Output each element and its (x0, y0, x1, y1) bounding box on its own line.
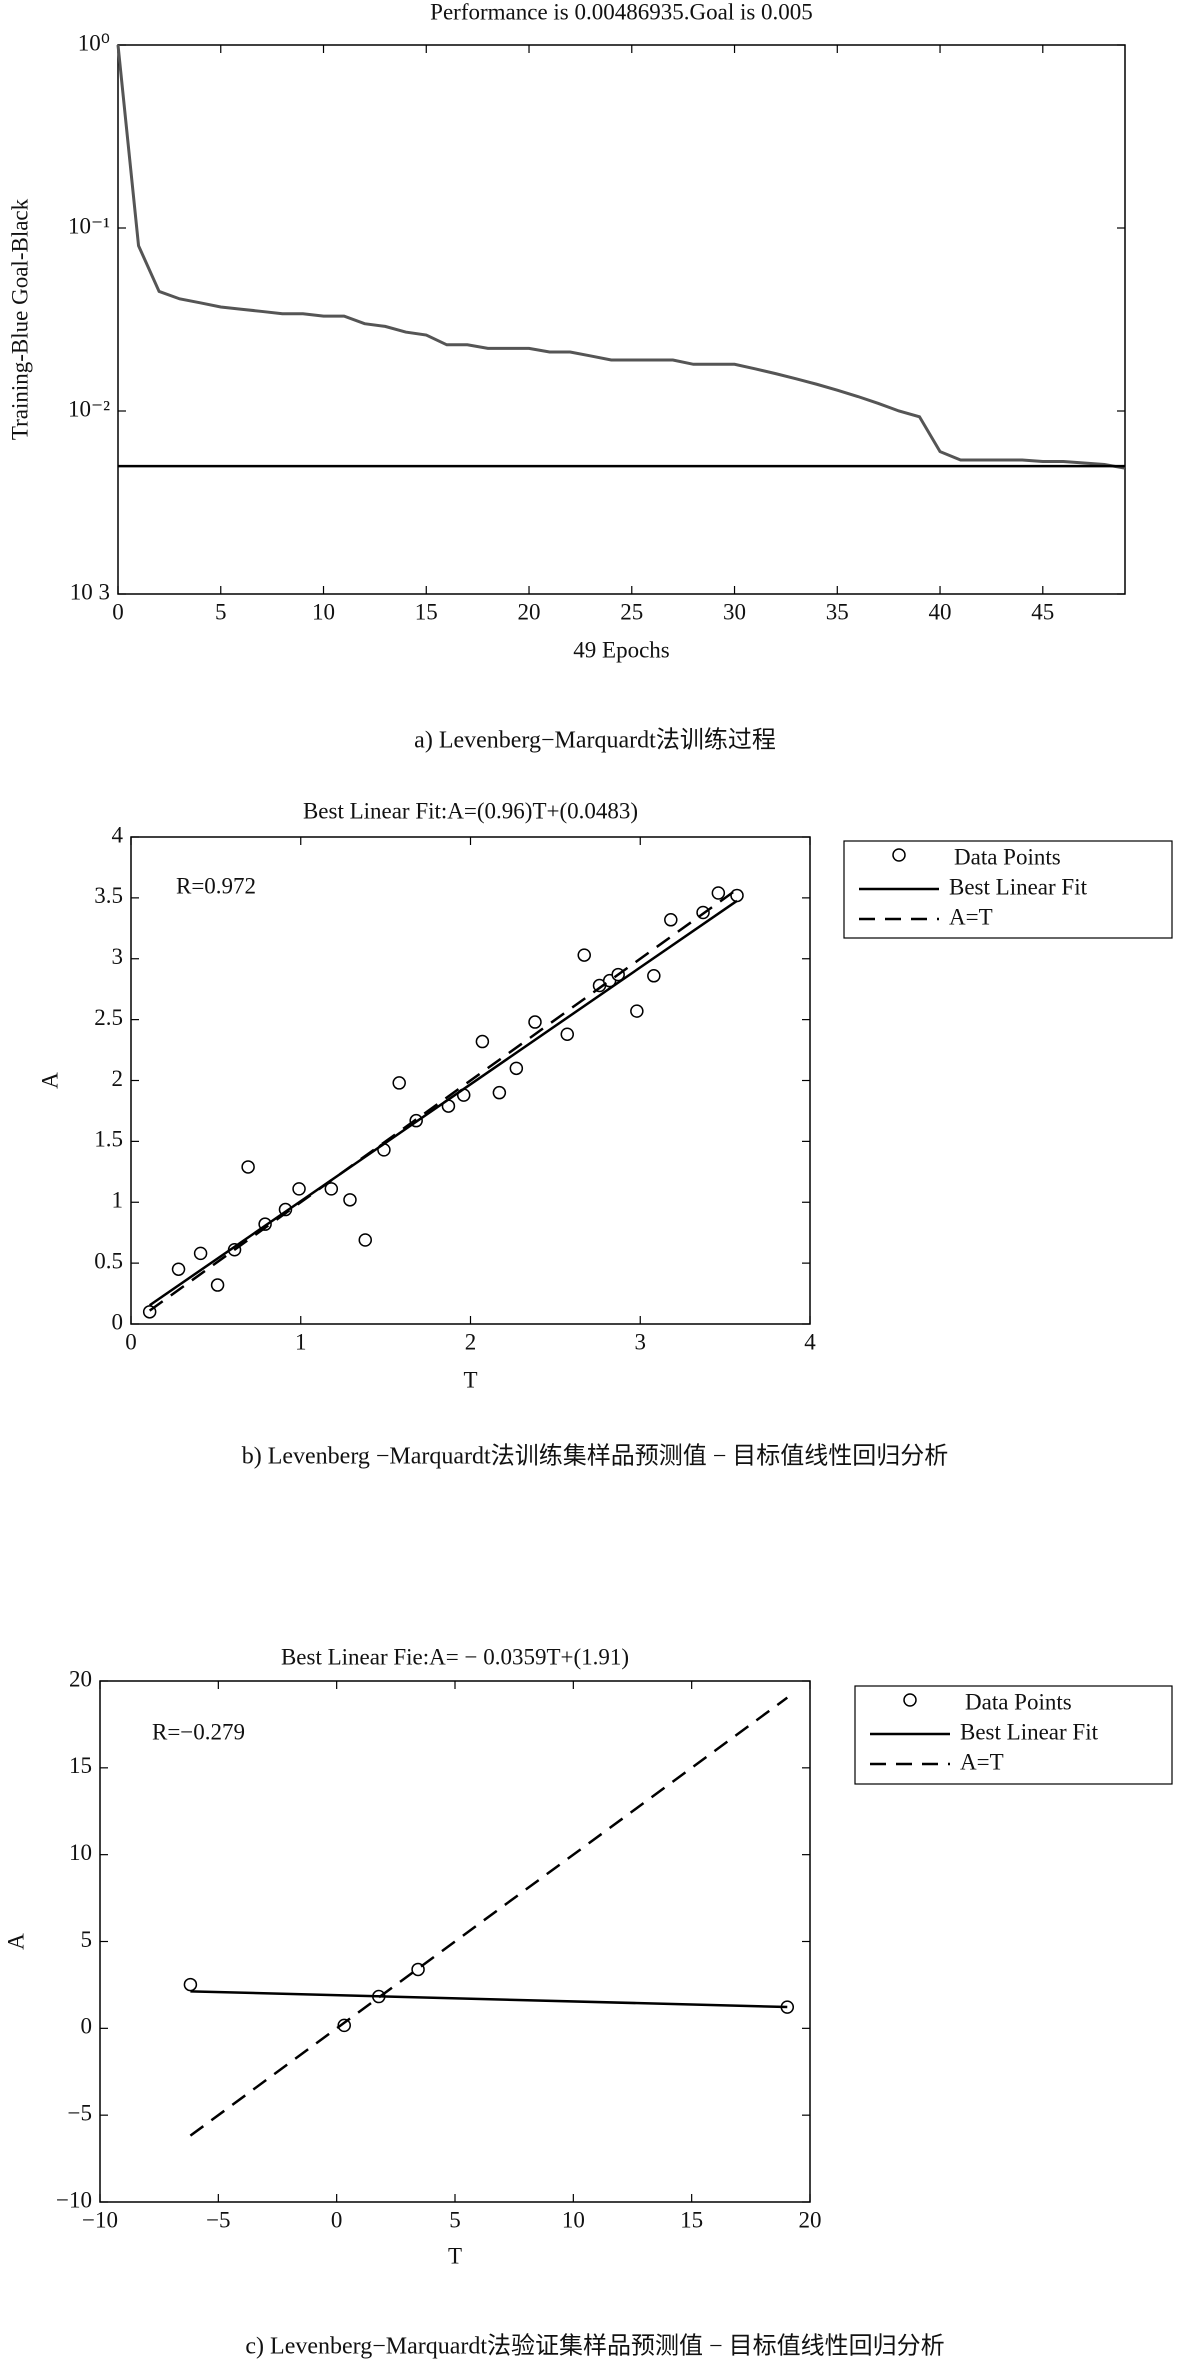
caption: c) Levenberg−Marquardt法验证集样品预测值 − 目标值线性回… (245, 2333, 944, 2360)
series-line (189, 1696, 789, 2137)
x-tick-label: 3 (635, 1329, 647, 1354)
y-axis-label: A (37, 1072, 62, 1089)
x-tick-label: 1 (295, 1329, 307, 1354)
legend-label: Best Linear Fit (960, 1719, 1099, 1744)
y-tick-label: 0 (81, 2014, 93, 2039)
x-tick-label: 30 (723, 599, 746, 624)
caption: b) Levenberg −Marquardt法训练集样品预测值 − 目标值线性… (242, 1443, 949, 1470)
series-line (148, 899, 738, 1307)
y-tick-label: 10⁰ (78, 30, 110, 55)
data-point (730, 888, 744, 903)
x-tick-label: 25 (620, 599, 643, 624)
caption: a) Levenberg−Marquardt法训练过程 (414, 727, 776, 754)
data-point (492, 1085, 507, 1100)
y-tick-label: −10 (56, 2187, 92, 2212)
data-point (171, 1262, 186, 1276)
y-tick-label: 20 (69, 1666, 92, 1691)
legend-label: Best Linear Fit (949, 874, 1088, 899)
x-tick-label: 20 (799, 2207, 822, 2232)
data-point (324, 1182, 339, 1196)
x-tick-label: 20 (518, 599, 541, 624)
x-tick-label: −5 (206, 2207, 230, 2232)
x-tick-label: 40 (929, 599, 952, 624)
chart-title: Performance is 0.00486935.Goal is 0.005 (430, 0, 813, 24)
data-point (630, 1004, 644, 1018)
x-tick-label: 4 (804, 1329, 816, 1354)
y-tick-label: 2.5 (94, 1005, 123, 1030)
data-point (475, 1034, 490, 1049)
data-point (358, 1233, 373, 1247)
data-point (647, 969, 661, 983)
y-tick-label: 10⁻² (68, 396, 110, 421)
series-line (116, 44, 1126, 470)
x-tick-label: 10 (312, 599, 335, 624)
x-tick-label: 15 (415, 599, 438, 624)
data-point (193, 1246, 208, 1261)
x-tick-label: 2 (465, 1329, 477, 1354)
x-tick-label: 35 (826, 599, 849, 624)
y-tick-label: 0.5 (94, 1248, 123, 1273)
chart-title: Best Linear Fie:A= − 0.0359T+(1.91) (281, 1644, 629, 1669)
y-tick-label: 4 (112, 822, 124, 847)
x-tick-label: 15 (680, 2207, 703, 2232)
y-axis-label: A (3, 1933, 28, 1950)
annotation: R=−0.279 (152, 1719, 245, 1744)
data-point (210, 1278, 225, 1292)
data-point (343, 1193, 357, 1207)
data-point (711, 886, 726, 900)
y-axis-label: Training-Blue Goal-Black (7, 198, 32, 440)
y-tick-label: 10⁻¹ (68, 213, 110, 238)
x-tick-label: 5 (449, 2207, 461, 2232)
y-tick-label: −5 (68, 2100, 92, 2125)
x-axis-label: 49 Epochs (573, 637, 670, 662)
y-tick-label: 2 (112, 1066, 124, 1091)
x-tick-label: −10 (82, 2207, 118, 2232)
chart-title: Best Linear Fit:A=(0.96)T+(0.0483) (303, 798, 638, 823)
series-line (148, 888, 738, 1312)
data-point (560, 1027, 575, 1041)
data-point (577, 948, 591, 962)
y-tick-label: 1.5 (94, 1127, 123, 1152)
y-tick-label: 1 (112, 1188, 124, 1213)
x-axis-label: T (448, 2243, 462, 2268)
legend-label: Data Points (954, 844, 1061, 869)
y-tick-label: 3.5 (94, 883, 123, 908)
data-point (183, 1977, 198, 1992)
data-point (241, 1160, 255, 1174)
data-point (509, 1061, 524, 1076)
legend-marker (903, 1693, 917, 1707)
plot-frame (117, 44, 1126, 595)
x-tick-label: 0 (125, 1329, 137, 1354)
x-tick-label: 0 (112, 599, 124, 624)
x-tick-label: 45 (1031, 599, 1054, 624)
legend-label: A=T (960, 1749, 1004, 1774)
x-tick-label: 5 (215, 599, 227, 624)
x-tick-label: 10 (562, 2207, 585, 2232)
series-line (190, 1990, 788, 2009)
y-tick-label: 3 (112, 944, 124, 969)
y-tick-label: 10 (69, 1840, 92, 1865)
data-point (528, 1015, 542, 1029)
data-point (392, 1076, 406, 1090)
legend-marker (892, 848, 906, 862)
x-axis-label: T (463, 1367, 477, 1392)
annotation: R=0.972 (176, 873, 256, 898)
legend-label: Data Points (965, 1689, 1072, 1714)
x-tick-label: 0 (331, 2207, 343, 2232)
y-tick-label: 5 (81, 1927, 93, 1952)
data-point (292, 1182, 306, 1196)
legend-label: A=T (949, 904, 993, 929)
y-tick-label: 15 (69, 1753, 92, 1778)
y-tick-label: 0 (112, 1309, 124, 1334)
y-tick-label: 10 3 (70, 579, 110, 604)
data-point (337, 2018, 351, 2033)
data-point (664, 913, 678, 927)
